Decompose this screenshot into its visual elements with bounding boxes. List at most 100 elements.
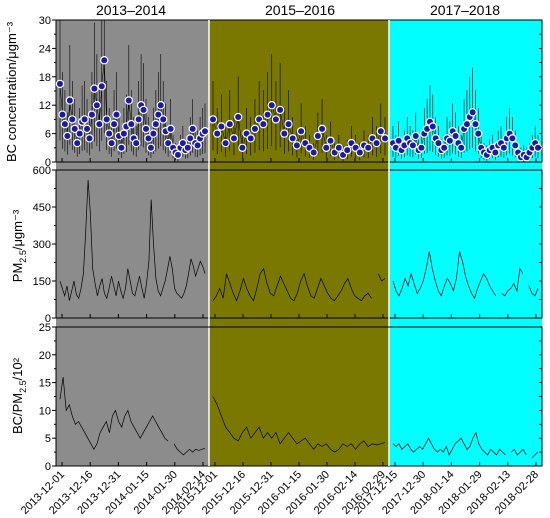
ylabel-pm25-sub: 2.5	[18, 250, 28, 263]
bc-point	[380, 134, 390, 143]
bc-point	[183, 143, 192, 152]
bc-point	[462, 119, 472, 129]
bc-point	[259, 119, 268, 129]
bc-point	[434, 138, 443, 148]
bc-point	[159, 115, 168, 124]
bc-point	[296, 127, 306, 136]
bc-point	[508, 134, 517, 143]
bc-point	[451, 131, 460, 141]
bc-point	[439, 143, 449, 152]
bc-point	[166, 124, 175, 134]
bc-point	[250, 124, 260, 134]
ylabel-ratio-main: BC/PM	[10, 393, 25, 434]
bc-point	[364, 143, 373, 152]
bc-point	[445, 136, 455, 145]
ylabel-ratio-unit: /10²	[10, 357, 25, 380]
bc-point	[188, 124, 197, 134]
bc-point	[428, 122, 438, 131]
period-title-3: 2017–2018	[430, 2, 500, 18]
bc-point	[82, 124, 92, 134]
y-tick-label: 30	[39, 15, 51, 27]
data-layer	[55, 20, 543, 458]
bc-point	[154, 110, 163, 119]
bc-point	[267, 100, 276, 110]
bc-point	[317, 124, 327, 134]
ylabel-ratio-sub: 2.5	[18, 380, 28, 393]
y-tick-label: 6	[45, 129, 51, 141]
bc-point	[141, 124, 151, 134]
bc-point	[107, 138, 116, 148]
bc-point	[221, 138, 230, 148]
y-tick-label: 24	[39, 43, 51, 55]
bc-point	[90, 84, 99, 93]
pm25-line	[392, 251, 539, 300]
y-tick-label: 20	[39, 350, 51, 362]
bc-point	[75, 129, 84, 138]
bc-point	[156, 100, 165, 110]
bc-point	[112, 110, 121, 119]
bc-point	[127, 119, 136, 129]
y-tick-label: 0	[45, 313, 51, 325]
period-background	[389, 20, 542, 466]
ylabel-ratio: BC/PM2.5/10²	[10, 357, 28, 434]
bc-point	[173, 150, 183, 160]
bc-point	[119, 129, 129, 138]
y-tick-label: 12	[39, 100, 51, 112]
bc-point	[217, 122, 226, 131]
bc-point	[280, 129, 289, 138]
bc-point	[63, 131, 72, 141]
bc-point	[92, 100, 102, 110]
bc-point	[178, 138, 188, 148]
bc-point	[55, 79, 65, 89]
ratio-line	[59, 376, 206, 456]
bc-point	[471, 119, 480, 129]
bc-point	[284, 119, 293, 129]
bc-point	[80, 115, 89, 124]
ratio-line	[212, 396, 386, 453]
ylabel-bc: BC concentration/μgm⁻³	[4, 21, 19, 162]
bc-point	[468, 108, 477, 117]
bc-point	[411, 131, 420, 141]
period-backgrounds	[56, 20, 542, 466]
y-tick-label: 150	[33, 276, 51, 288]
bc-point	[100, 56, 109, 65]
bc-point	[117, 143, 126, 152]
y-tick-label: 5	[45, 433, 51, 445]
ylabel-pm25: PM2.5/μgm⁻³	[10, 209, 28, 282]
bc-point	[124, 96, 134, 105]
bc-point	[309, 148, 318, 157]
y-tick-label: 0	[45, 157, 51, 169]
bc-point	[263, 110, 272, 119]
bc-point	[271, 115, 281, 124]
bc-point	[68, 115, 77, 124]
bc-point	[134, 115, 143, 124]
bc-point	[292, 141, 302, 150]
bc-point	[200, 127, 210, 136]
bc-point	[313, 131, 323, 141]
period-background	[209, 20, 389, 466]
bc-point	[511, 141, 520, 150]
bc-point	[343, 145, 352, 155]
bc-point	[238, 143, 247, 152]
bc-point	[499, 143, 509, 152]
y-tick-label: 15	[39, 378, 51, 390]
bc-point	[457, 143, 466, 152]
y-tick-label: 0	[45, 461, 51, 473]
bc-point	[163, 138, 173, 148]
bc-point	[229, 134, 239, 143]
bc-point	[288, 134, 297, 143]
bc-point	[233, 112, 243, 122]
y-tick-label: 450	[33, 202, 51, 214]
bc-point	[60, 119, 70, 129]
bc-point	[65, 96, 75, 105]
period-title-1: 2013–2014	[96, 2, 166, 18]
bc-point	[208, 115, 218, 124]
bc-point	[246, 134, 255, 143]
bc-point	[109, 119, 119, 129]
bc-point	[334, 143, 344, 152]
pm25-line	[59, 179, 206, 301]
period-title-2: 2015–2016	[265, 2, 335, 18]
bc-point	[85, 134, 94, 143]
bc-point	[151, 119, 161, 129]
